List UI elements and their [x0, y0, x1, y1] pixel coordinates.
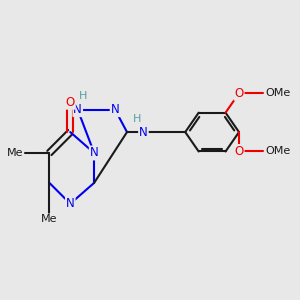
Text: N: N [90, 146, 98, 160]
Text: H: H [133, 114, 142, 124]
Text: O: O [234, 87, 244, 100]
Text: H: H [79, 91, 88, 101]
Text: N: N [139, 126, 148, 139]
Text: O: O [234, 145, 244, 158]
Text: O: O [66, 96, 75, 109]
Text: OMe: OMe [265, 88, 290, 98]
Text: N: N [74, 103, 82, 116]
Text: N: N [111, 103, 119, 116]
Text: OMe: OMe [265, 146, 290, 157]
Text: N: N [66, 197, 75, 210]
Text: Me: Me [41, 214, 58, 224]
Text: Me: Me [7, 148, 23, 158]
